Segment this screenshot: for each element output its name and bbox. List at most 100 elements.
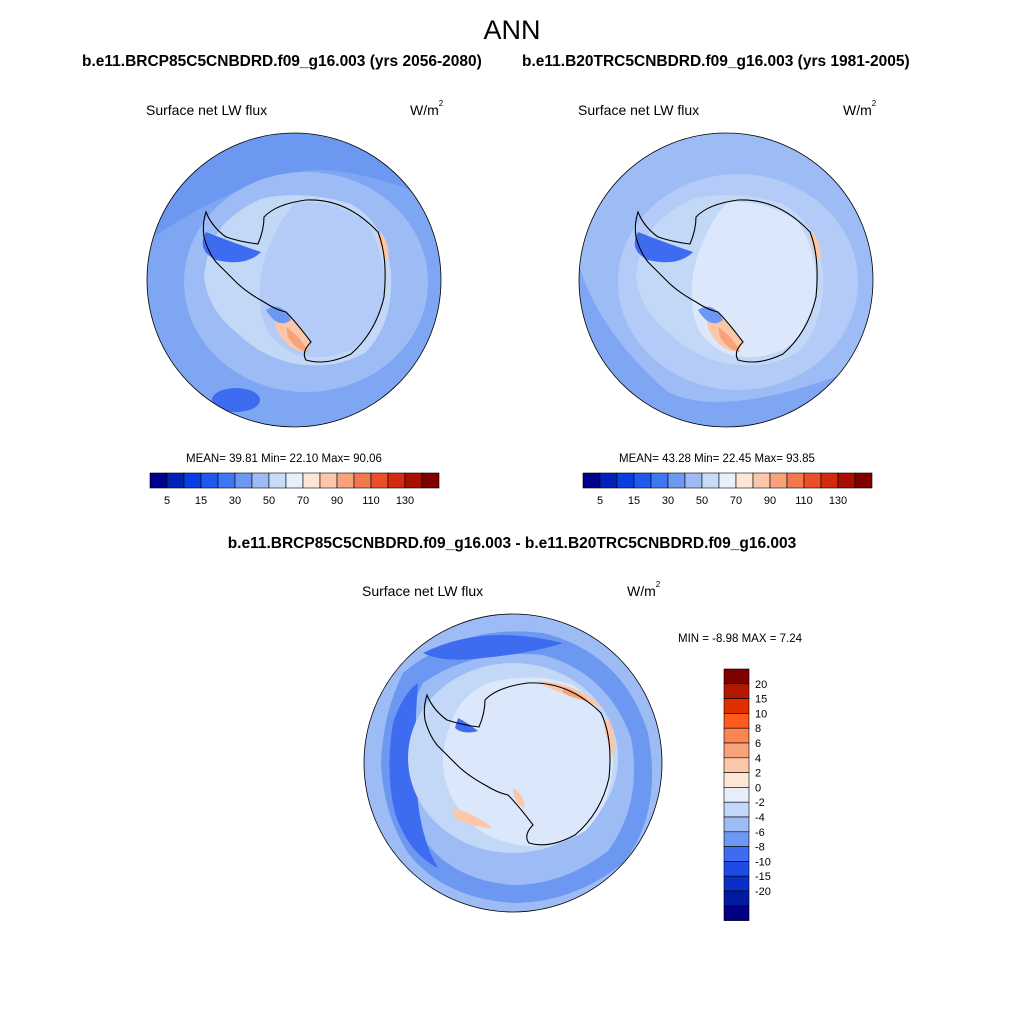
colorbar-swatch xyxy=(166,472,185,489)
colorbar-tick-label: 30 xyxy=(662,495,674,507)
colorbar-swatch xyxy=(837,472,856,489)
colorbar-swatch xyxy=(854,472,873,489)
colorbar-panel1: 5 15 30 50 70 90 110 130 xyxy=(149,472,440,507)
colorbar-swatch xyxy=(684,472,703,489)
colorbar-tick-label: 130 xyxy=(829,495,847,507)
colorbar-swatch xyxy=(718,472,737,489)
page-title: ANN xyxy=(483,15,541,45)
colorbar-swatch xyxy=(599,472,618,489)
colorbar-swatch xyxy=(370,472,389,489)
colorbar-swatch xyxy=(650,472,669,489)
colorbar-swatch xyxy=(723,890,750,907)
colorbar-tick-label: 90 xyxy=(764,495,776,507)
colorbar-tick-label: 4 xyxy=(755,753,761,765)
colorbar-swatch xyxy=(268,472,287,489)
stats-panel1: MEAN= 39.81 Min= 22.10 Max= 90.06 xyxy=(186,453,382,465)
colorbar-tick-label: 50 xyxy=(263,495,275,507)
colorbar-swatch xyxy=(723,698,750,714)
colorbar-tick-label: 130 xyxy=(396,495,414,507)
colorbar-swatch xyxy=(723,846,750,862)
colorbar-tick-label: -20 xyxy=(755,886,771,898)
stats-panel2: MEAN= 43.28 Min= 22.45 Max= 93.85 xyxy=(619,453,815,465)
colorbar-swatch xyxy=(582,472,601,489)
colorbar-swatch xyxy=(616,472,635,489)
case-title-left: b.e11.BRCP85C5CNBDRD.f09_g16.003 (yrs 20… xyxy=(82,53,482,70)
colorbar-tick-label: 6 xyxy=(755,738,761,750)
variable-label-panel2: Surface net LW flux xyxy=(578,102,700,118)
colorbar-swatch xyxy=(336,472,355,489)
colorbar-swatch xyxy=(723,772,750,788)
colorbar-swatch xyxy=(723,816,750,833)
colorbar-tick-label: 0 xyxy=(755,782,761,794)
colorbar-tick-label: 20 xyxy=(755,679,767,691)
colorbar-swatch xyxy=(404,472,423,489)
units-label-panel3: W/m2 xyxy=(627,580,661,599)
case-title-right: b.e11.B20TRC5CNBDRD.f09_g16.003 (yrs 198… xyxy=(522,53,910,70)
variable-label-panel1: Surface net LW flux xyxy=(146,102,268,118)
colorbar-swatch xyxy=(752,472,771,489)
polar-map-panel2 xyxy=(578,132,874,428)
colorbar-swatch xyxy=(723,801,750,818)
colorbar-tick-label: -6 xyxy=(755,827,765,839)
colorbar-tick-label: 10 xyxy=(755,708,767,720)
colorbar-swatch xyxy=(353,472,372,489)
colorbar-tick-label: -8 xyxy=(755,842,765,854)
colorbar-swatch xyxy=(387,472,406,489)
colorbar-swatch xyxy=(723,787,750,803)
colorbar-tick-label: 70 xyxy=(730,495,742,507)
colorbar-tick-label: -4 xyxy=(755,812,765,824)
colorbar-tick-label: 15 xyxy=(195,495,207,507)
colorbar-swatch xyxy=(735,472,754,489)
colorbar-tick-label: 70 xyxy=(297,495,309,507)
colorbar-swatch xyxy=(217,472,236,489)
colorbar-swatch xyxy=(302,472,321,489)
colorbar-swatch xyxy=(723,905,750,921)
colorbar-swatch xyxy=(319,472,338,489)
colorbar-tick-label: -15 xyxy=(755,871,771,883)
colorbar-swatch xyxy=(786,472,805,489)
colorbar-tick-label: 110 xyxy=(362,495,380,507)
colorbar-swatch xyxy=(234,472,253,489)
colorbar-swatch xyxy=(723,713,750,729)
colorbar-tick-label: 5 xyxy=(164,495,170,507)
colorbar-swatch xyxy=(723,683,750,699)
colorbar-tick-label: 30 xyxy=(229,495,241,507)
colorbar-swatch xyxy=(803,472,822,489)
colorbar-swatch xyxy=(820,472,839,489)
colorbar-swatch xyxy=(421,472,440,489)
colorbar-swatch xyxy=(723,727,750,744)
polar-map-difference xyxy=(363,613,663,913)
difference-title: b.e11.BRCP85C5CNBDRD.f09_g16.003 - b.e11… xyxy=(227,535,797,552)
colorbar-swatch xyxy=(701,472,720,489)
units-label-panel1: W/m2 xyxy=(410,99,444,118)
colorbar-tick-label: 8 xyxy=(755,723,761,735)
polar-map-panel1 xyxy=(146,132,442,428)
variable-label-panel3: Surface net LW flux xyxy=(362,583,484,599)
colorbar-swatch xyxy=(183,472,202,489)
colorbar-swatch xyxy=(723,831,750,847)
colorbar-tick-label: 5 xyxy=(597,495,603,507)
stats-panel3: MIN = -8.98 MAX = 7.24 xyxy=(678,633,803,645)
colorbar-tick-label: 2 xyxy=(755,768,761,780)
colorbar-swatch xyxy=(285,472,304,489)
colorbar-swatch xyxy=(667,472,686,489)
colorbar-swatch xyxy=(251,472,270,489)
colorbar-swatch xyxy=(769,472,788,489)
colorbar-tick-label: -10 xyxy=(755,856,771,868)
colorbar-swatch xyxy=(200,472,219,489)
colorbar-swatch xyxy=(633,472,652,489)
colorbar-swatch xyxy=(723,875,750,892)
colorbar-tick-label: 15 xyxy=(628,495,640,507)
colorbar-tick-label: 50 xyxy=(696,495,708,507)
colorbar-swatch xyxy=(723,757,750,773)
colorbar-swatch xyxy=(723,742,750,759)
colorbar-swatch xyxy=(149,472,168,489)
colorbar-panel2: 5 15 30 50 70 90 110 130 xyxy=(582,472,873,507)
colorbar-tick-label: 110 xyxy=(795,495,813,507)
colorbar-tick-label: 15 xyxy=(755,694,767,706)
colorbar-swatch xyxy=(723,668,750,685)
colorbar-swatch xyxy=(723,861,750,877)
colorbar-tick-label: -2 xyxy=(755,797,765,809)
units-label-panel2: W/m2 xyxy=(843,99,877,118)
